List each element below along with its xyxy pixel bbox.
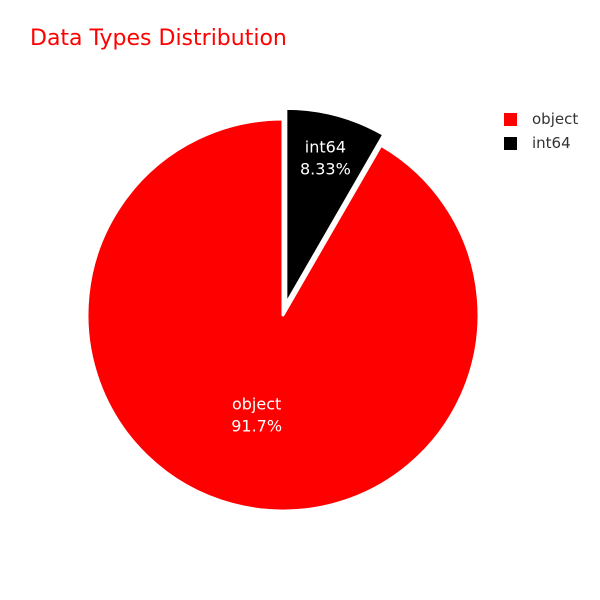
legend-swatch xyxy=(504,136,517,150)
chart-title: Data Types Distribution xyxy=(30,26,287,51)
slice-category-label: object xyxy=(232,394,281,413)
pie-slice-object[interactable] xyxy=(85,117,481,513)
legend-item-object[interactable]: object xyxy=(504,107,578,131)
slice-category-label: int64 xyxy=(305,138,346,157)
legend-label: object xyxy=(532,110,579,128)
slice-percent-label: 91.7% xyxy=(231,416,282,435)
legend-swatch xyxy=(504,112,517,126)
pie-slices xyxy=(85,106,481,513)
chart-legend[interactable]: object int64 xyxy=(504,107,578,155)
slice-percent-label: 8.33% xyxy=(300,160,351,179)
legend-item-int64[interactable]: int64 xyxy=(504,131,578,155)
legend-label: int64 xyxy=(532,134,571,152)
pie-slice-int64[interactable] xyxy=(284,106,386,306)
pie-slice-labels: object 91.7% int64 8.33% xyxy=(231,138,351,436)
